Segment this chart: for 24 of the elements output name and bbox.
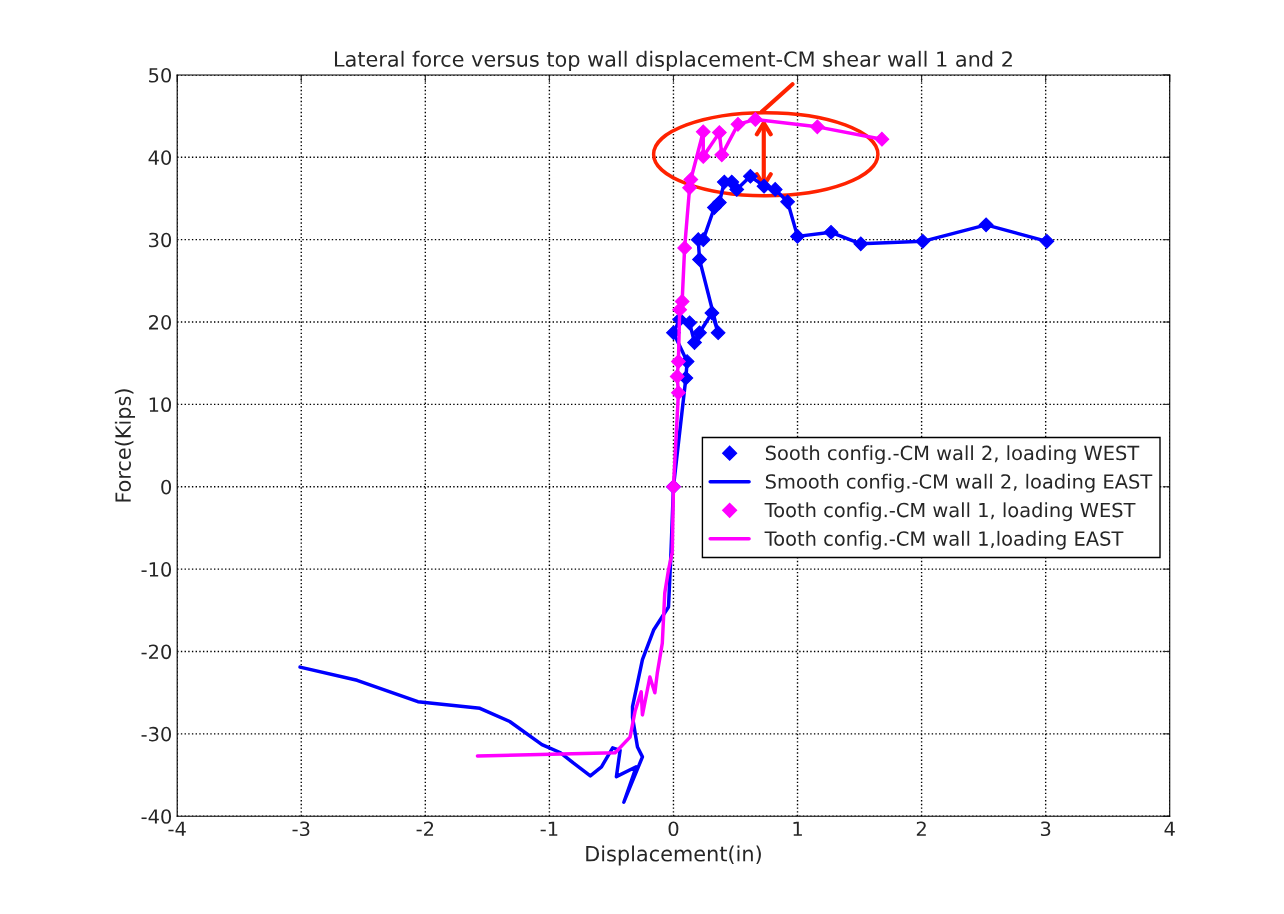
x-tick-label: -2	[416, 821, 434, 836]
y-tick-label: -10	[141, 562, 172, 577]
x-tick-label: 3	[1040, 821, 1051, 837]
y-tick-label: 50	[149, 67, 172, 83]
y-tick-label: 20	[149, 314, 172, 330]
legend-label: Tooth config.-CM wall 1,loading EAST	[764, 530, 1124, 550]
x-tick-label: 2	[916, 821, 926, 836]
legend-label: Sooth config.-CM wall 2, loading WEST	[765, 445, 1140, 465]
y-tick-label: -20	[141, 644, 172, 660]
x-tick-label: 4	[1164, 821, 1175, 836]
y-tick-label: 10	[149, 397, 172, 413]
x-tick-label: -3	[292, 821, 310, 837]
y-axis-title: Force(Kips)	[114, 389, 136, 502]
y-tick-label: 40	[148, 150, 172, 165]
x-tick-label: -1	[540, 821, 558, 836]
chart-title: Lateral force versus top wall displacement-CM shear wall 1 and 2	[334, 50, 1012, 71]
x-tick-label: 1	[793, 821, 802, 836]
y-tick-label: 0	[161, 479, 172, 495]
x-axis-title: Displacement(in)	[586, 845, 761, 866]
y-tick-label: 30	[149, 232, 172, 248]
y-tick-label: -30	[141, 726, 172, 742]
legend-label: Smooth config.-CM wall 2, loading EAST	[765, 473, 1153, 493]
legend-label: Tooth config.-CM wall 1, loading WEST	[764, 502, 1136, 522]
x-tick-label: 0	[668, 821, 679, 837]
